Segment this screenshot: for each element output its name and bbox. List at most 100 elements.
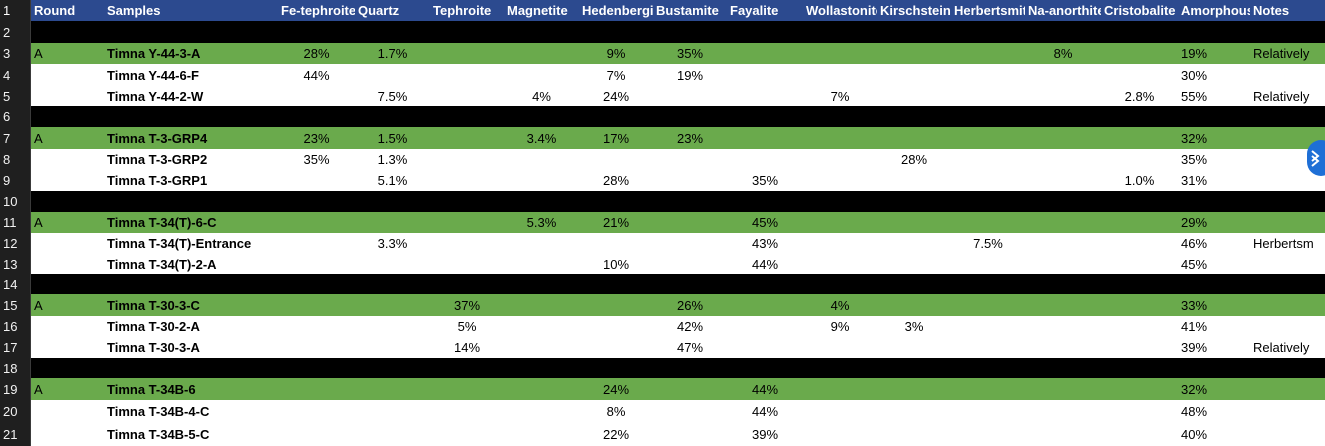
cell-fe-tephroite[interactable]: 23% [303, 130, 330, 146]
cell-wollastonite[interactable]: 7% [830, 88, 850, 104]
cell-fe-tephroite[interactable]: 35% [303, 152, 330, 167]
cell-fe-tephroite[interactable]: 44% [303, 67, 330, 83]
row-number[interactable]: 19 [0, 378, 31, 400]
row-number[interactable]: 9 [0, 170, 31, 191]
row-number[interactable]: 17 [0, 337, 31, 358]
cell-round[interactable]: A [34, 297, 43, 313]
cell-fayalite[interactable]: 44% [751, 403, 779, 419]
cell-amorphous[interactable]: 32% [1181, 381, 1208, 397]
cell-sample[interactable]: Timna T-3-GRP1 [107, 173, 208, 188]
cell-notes[interactable]: Herbertsm [1253, 236, 1314, 251]
cell-bustamite[interactable]: 26% [676, 297, 704, 313]
cell-quartz[interactable]: 1.5% [377, 130, 408, 146]
cell-sample[interactable]: Timna T-3-GRP4 [107, 130, 208, 146]
cell-magnetite[interactable]: 3.4% [526, 130, 557, 146]
cell-quartz[interactable]: 7.5% [377, 88, 408, 104]
column-header-fe-tephroite[interactable]: Fe-tephroite [281, 3, 355, 18]
cell-quartz[interactable]: 1.3% [377, 152, 408, 167]
column-header-notes[interactable]: Notes [1253, 3, 1290, 18]
cell-quartz[interactable]: 5.1% [377, 173, 408, 188]
cell-quartz[interactable]: 1.7% [377, 46, 408, 61]
cell-tephroite[interactable]: 37% [453, 297, 481, 313]
cell-amorphous[interactable]: 45% [1181, 256, 1208, 272]
row-number[interactable]: 8 [0, 149, 31, 170]
cell-sample[interactable]: Timna Y-44-6-F [107, 67, 199, 83]
cell-sample[interactable]: Timna T-34(T)-6-C [107, 215, 217, 230]
row-number[interactable]: 11 [0, 212, 31, 233]
cell-fayalite[interactable]: 45% [751, 215, 779, 230]
cell-hedenbergite[interactable]: 21% [602, 215, 630, 230]
column-header-sample[interactable]: Samples [107, 3, 161, 18]
row-number[interactable]: 21 [0, 422, 31, 446]
cell-cristobalite[interactable]: 2.8% [1124, 88, 1155, 104]
row-number[interactable]: 12 [0, 233, 31, 254]
cell-hedenbergite[interactable]: 24% [602, 381, 630, 397]
row-number[interactable]: 10 [0, 191, 31, 212]
cell-hedenbergite[interactable]: 7% [606, 67, 626, 83]
column-header-magnetite[interactable]: Magnetite [507, 3, 568, 18]
cell-sample[interactable]: Timna T-34(T)-2-A [107, 256, 217, 272]
cell-amorphous[interactable]: 33% [1181, 297, 1208, 313]
row-number[interactable]: 14 [0, 274, 31, 294]
column-header-amorphous[interactable]: Amorphous [1181, 3, 1250, 18]
cell-fayalite[interactable]: 35% [751, 173, 779, 188]
cell-sample[interactable]: Timna T-34B-4-C [107, 403, 210, 419]
cell-hedenbergite[interactable]: 28% [602, 173, 630, 188]
row-number[interactable]: 16 [0, 316, 31, 337]
cell-sample[interactable]: Timna T-34B-6 [107, 381, 196, 397]
cell-amorphous[interactable]: 41% [1181, 319, 1208, 334]
cell-sample[interactable]: Timna T-34B-5-C [107, 426, 210, 442]
row-number[interactable]: 5 [0, 86, 31, 106]
cell-hedenbergite[interactable]: 22% [602, 426, 630, 442]
row-number[interactable]: 2 [0, 21, 31, 43]
cell-amorphous[interactable]: 40% [1181, 426, 1208, 442]
cell-sample[interactable]: Timna T-30-2-A [107, 319, 200, 334]
cell-amorphous[interactable]: 32% [1181, 130, 1208, 146]
row-number[interactable]: 4 [0, 64, 31, 86]
cell-hedenbergite[interactable]: 24% [602, 88, 630, 104]
column-header-bustamite[interactable]: Bustamite [656, 3, 719, 18]
cell-bustamite[interactable]: 35% [676, 46, 704, 61]
cell-amorphous[interactable]: 29% [1181, 215, 1208, 230]
cell-bustamite[interactable]: 42% [676, 319, 704, 334]
cell-notes[interactable]: Relatively [1253, 88, 1310, 104]
cell-quartz[interactable]: 3.3% [377, 236, 408, 251]
side-panel-handle[interactable] [1307, 140, 1325, 176]
column-header-kirschsteinite[interactable]: Kirschsteinite [880, 3, 951, 18]
cell-round[interactable]: A [34, 215, 43, 230]
column-header-quartz[interactable]: Quartz [358, 3, 400, 18]
cell-amorphous[interactable]: 19% [1181, 46, 1208, 61]
cell-amorphous[interactable]: 35% [1181, 152, 1208, 167]
column-header-tephroite[interactable]: Tephroite [433, 3, 492, 18]
column-header-round[interactable]: Round [34, 3, 76, 18]
cell-round[interactable]: A [34, 130, 43, 146]
row-number[interactable]: 13 [0, 254, 31, 274]
row-number[interactable]: 6 [0, 106, 31, 127]
column-header-cristobalite[interactable]: Cristobalite [1104, 3, 1176, 18]
cell-wollastonite[interactable]: 4% [830, 297, 850, 313]
cell-fayalite[interactable]: 43% [751, 236, 779, 251]
row-number[interactable]: 15 [0, 294, 31, 316]
cell-kirschsteinite[interactable]: 3% [904, 319, 924, 334]
cell-amorphous[interactable]: 55% [1181, 88, 1208, 104]
cell-tephroite[interactable]: 14% [453, 340, 481, 355]
cell-bustamite[interactable]: 23% [676, 130, 704, 146]
cell-hedenbergite[interactable]: 8% [606, 403, 626, 419]
row-number[interactable]: 18 [0, 358, 31, 378]
column-header-herbertsmithite[interactable]: Herbertsmithite [954, 3, 1025, 18]
cell-fe-tephroite[interactable]: 28% [303, 46, 330, 61]
column-header-hedenbergite[interactable]: Hedenbergite [582, 3, 653, 18]
cell-round[interactable]: A [34, 46, 43, 61]
row-number[interactable]: 1 [0, 0, 31, 21]
cell-amorphous[interactable]: 48% [1181, 403, 1208, 419]
cell-bustamite[interactable]: 47% [676, 340, 704, 355]
row-number[interactable]: 20 [0, 400, 31, 422]
column-header-wollastonite[interactable]: Wollastonite [806, 3, 877, 18]
cell-notes[interactable]: Relatively [1253, 46, 1310, 61]
column-header-na-anorthite[interactable]: Na-anorthite [1028, 3, 1101, 18]
cell-fayalite[interactable]: 44% [751, 381, 779, 397]
cell-amorphous[interactable]: 30% [1181, 67, 1208, 83]
cell-sample[interactable]: Timna Y-44-2-W [107, 88, 204, 104]
row-number[interactable]: 7 [0, 127, 31, 149]
cell-fayalite[interactable]: 44% [751, 256, 779, 272]
